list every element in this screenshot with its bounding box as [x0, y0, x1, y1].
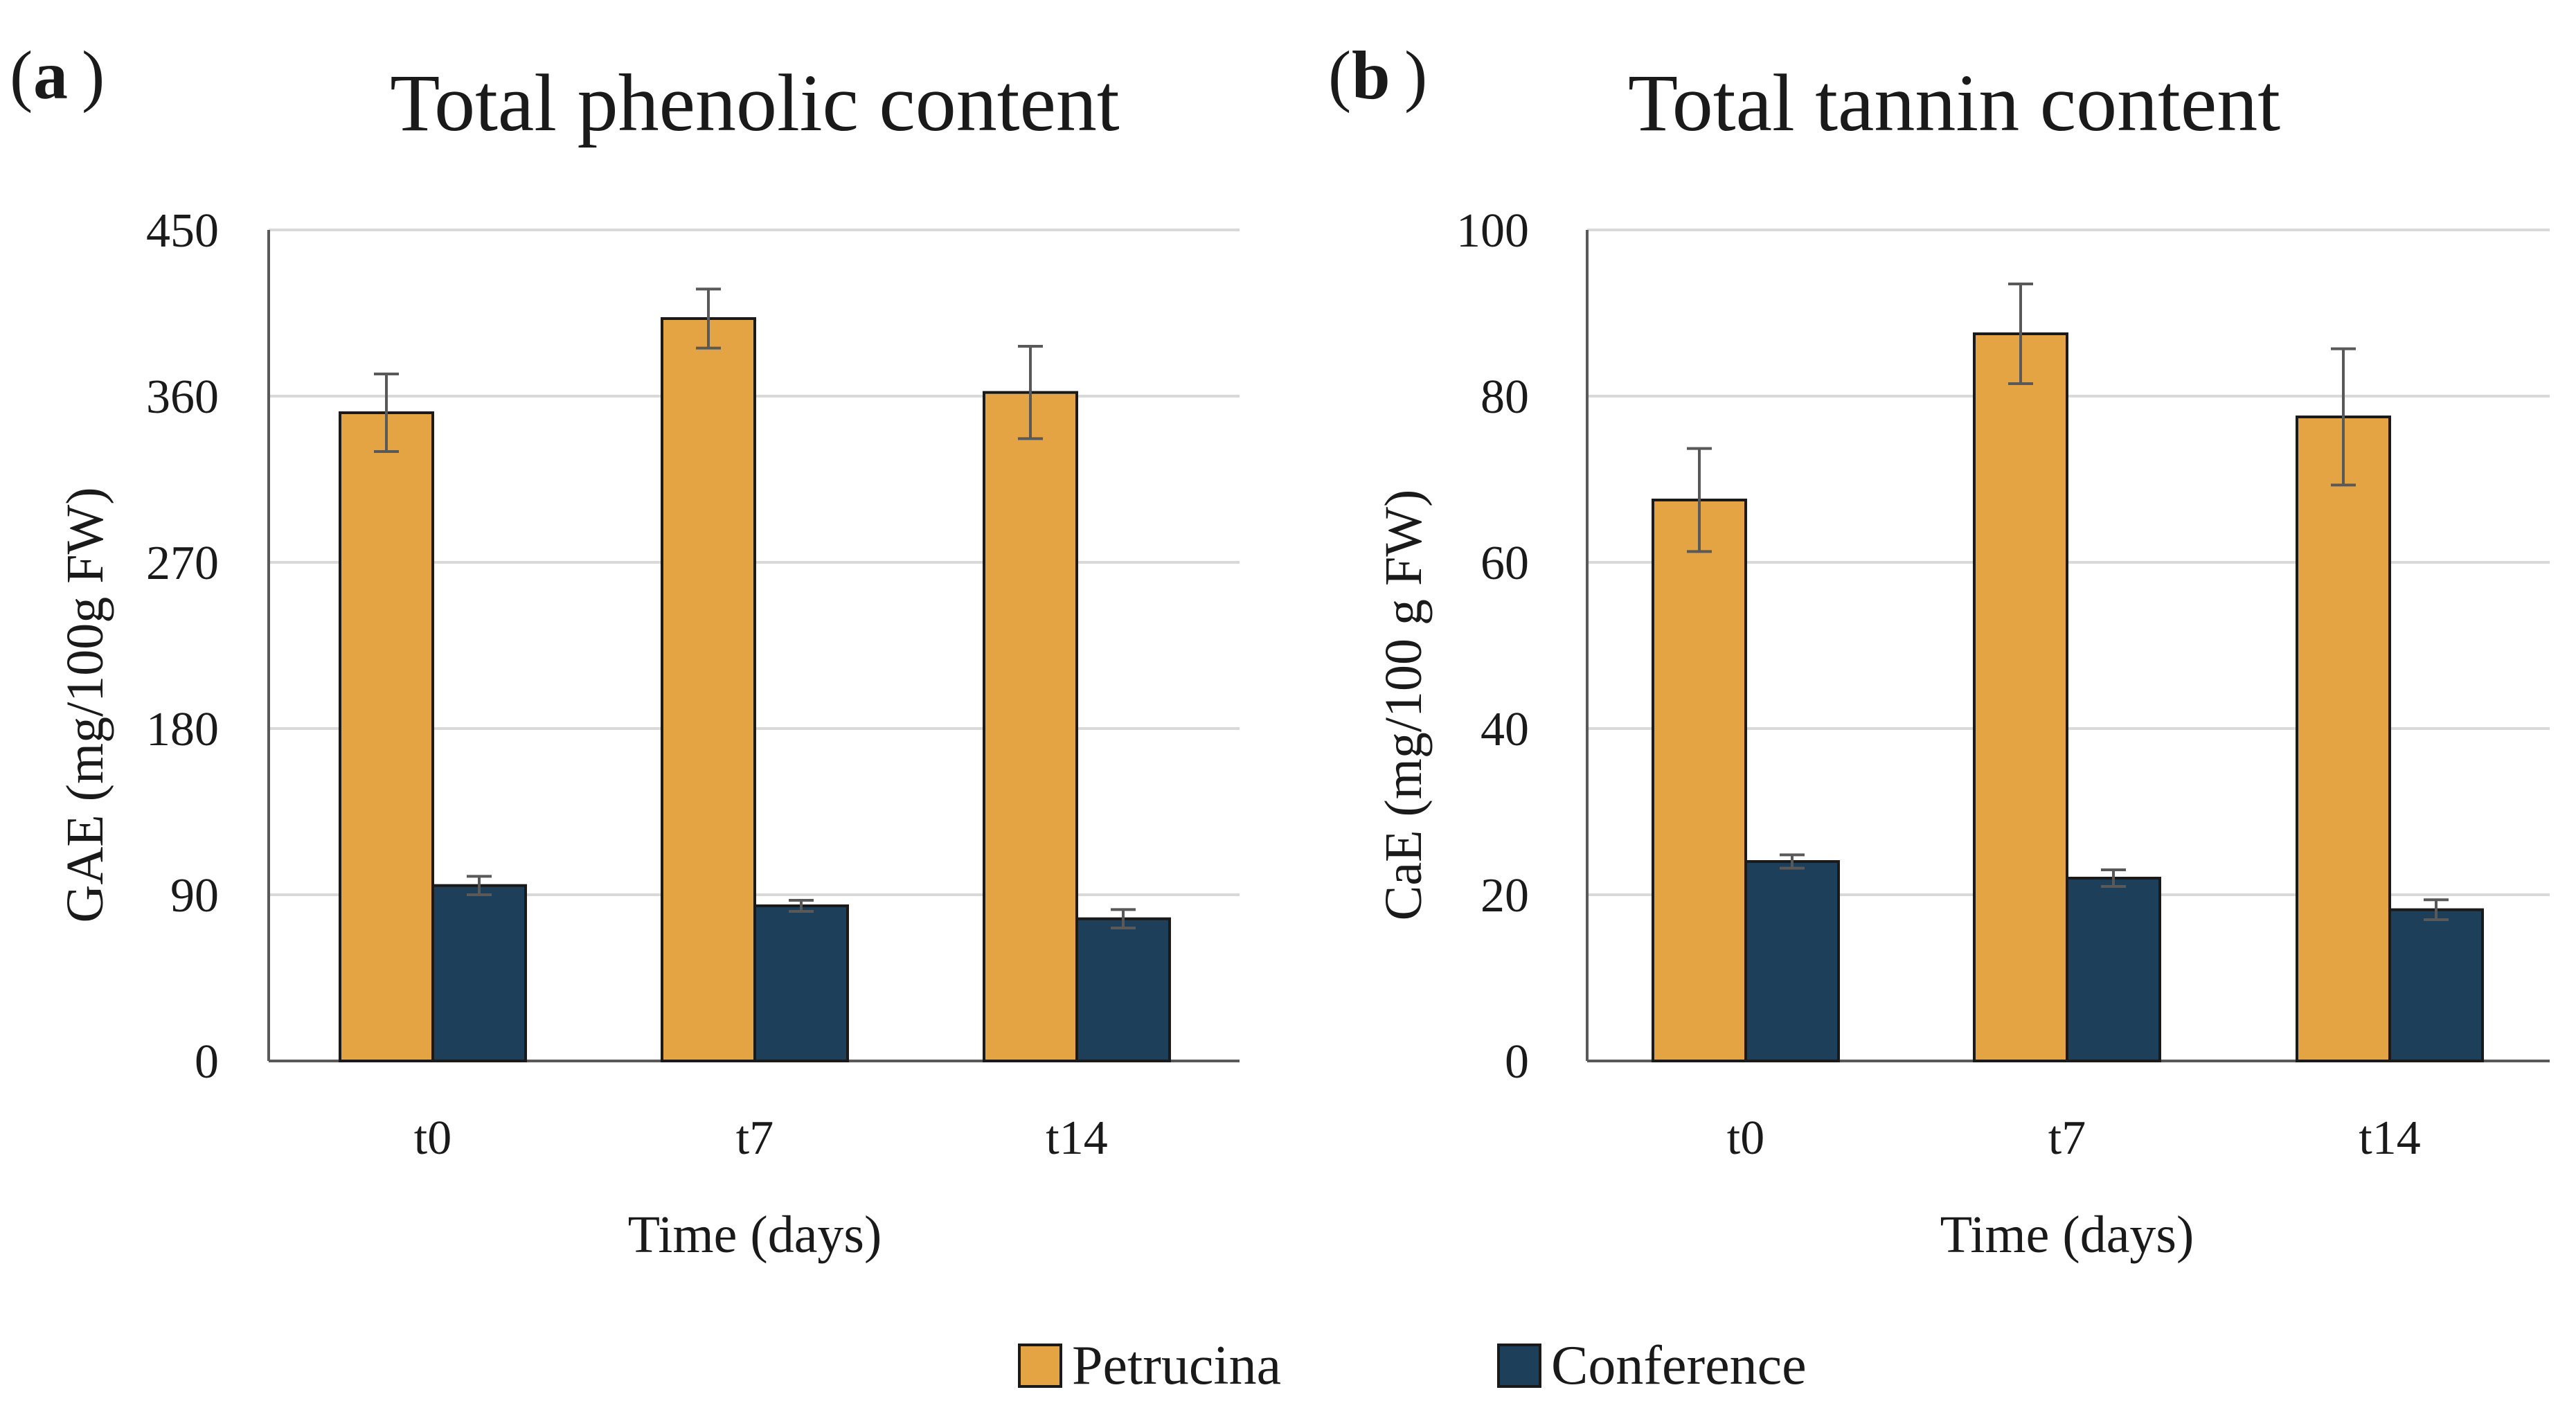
panel-label-a-close: ) [82, 37, 105, 114]
y-tick-label-phenolic-450: 450 [146, 204, 219, 258]
panel-phenolic: ( a ) Total phenolic content Time (days)… [10, 37, 1240, 1264]
error-bar-tannin-conference-t0 [1780, 853, 1805, 870]
chart-title-tannin: Total tannin content [1628, 57, 2280, 148]
x-tick-label-phenolic-t0: t0 [414, 1112, 451, 1165]
legend: Petrucina Conference [1018, 1335, 1807, 1396]
error-bar-tannin-petrucina-t7 [2008, 283, 2033, 385]
bar-tannin-conference-t7 [2066, 877, 2161, 1062]
error-bar-tannin-petrucina-t0 [1687, 447, 1712, 553]
y-tick-label-tannin-20: 20 [1481, 869, 1529, 922]
error-bar-phenolic-conference-t7 [789, 899, 814, 913]
panel-label-a-open: ( [10, 37, 33, 114]
bar-phenolic-petrucina-t7 [661, 317, 756, 1062]
error-bar-phenolic-conference-t0 [467, 875, 492, 896]
plot-area-tannin: 0 20 40 60 80 100 t0 t7 t14 [1456, 204, 2550, 1165]
x-tick-label-phenolic-t14: t14 [1046, 1112, 1107, 1165]
y-tick-label-tannin-100: 100 [1456, 204, 1529, 258]
x-tick-label-phenolic-t7: t7 [736, 1112, 773, 1165]
panel-label-b-close: ) [1404, 37, 1427, 114]
y-tick-label-phenolic-90: 90 [170, 869, 219, 922]
error-bar-phenolic-conference-t14 [1111, 908, 1136, 929]
y-tick-label-tannin-60: 60 [1481, 537, 1529, 590]
panel-label-a: a [33, 37, 68, 114]
x-tick-label-tannin-t14: t14 [2359, 1112, 2420, 1165]
error-bar-tannin-conference-t7 [2101, 868, 2126, 888]
y-axis-title-tannin: CaE (mg/100 g FW) [1375, 490, 1433, 921]
bar-tannin-petrucina-t7 [1973, 332, 2068, 1062]
bar-tannin-petrucina-t0 [1652, 499, 1747, 1062]
legend-swatch-petrucina [1018, 1344, 1062, 1388]
plot-area-phenolic: 0 90 180 270 360 450 t0 t7 t14 [146, 204, 1240, 1165]
y-tick-label-phenolic-360: 360 [146, 371, 219, 424]
y-tick-label-phenolic-180: 180 [146, 703, 219, 756]
error-bar-tannin-conference-t14 [2424, 898, 2449, 921]
y-tick-label-tannin-40: 40 [1481, 703, 1529, 756]
legend-swatch-conference [1497, 1344, 1541, 1388]
panel-tannin: ( b ) Total tannin content Time (days) C… [1328, 37, 2550, 1264]
bar-tannin-conference-t14 [2388, 908, 2484, 1062]
legend-label-conference: Conference [1551, 1335, 1807, 1396]
bar-tannin-conference-t0 [1744, 860, 1840, 1062]
panel-label-b-open: ( [1328, 37, 1351, 114]
y-tick-label-phenolic-270: 270 [146, 537, 219, 590]
bar-phenolic-conference-t14 [1075, 917, 1171, 1062]
bar-phenolic-conference-t7 [753, 904, 849, 1062]
error-bar-tannin-petrucina-t14 [2331, 347, 2356, 487]
bar-phenolic-conference-t0 [431, 884, 527, 1062]
chart-title-phenolic: Total phenolic content [390, 57, 1120, 148]
bar-tannin-petrucina-t14 [2296, 416, 2391, 1062]
y-tick-label-tannin-0: 0 [1505, 1035, 1529, 1089]
legend-label-petrucina: Petrucina [1072, 1335, 1281, 1396]
x-tick-label-tannin-t0: t0 [1727, 1112, 1764, 1165]
error-bar-phenolic-petrucina-t7 [696, 287, 721, 350]
x-axis-title-tannin: Time (days) [1940, 1206, 2194, 1264]
y-axis-title-phenolic: GAE (mg/100g FW) [56, 487, 114, 922]
y-tick-label-tannin-80: 80 [1481, 371, 1529, 424]
bar-phenolic-petrucina-t14 [983, 391, 1078, 1062]
bar-phenolic-petrucina-t0 [339, 411, 434, 1062]
y-tick-label-phenolic-0: 0 [195, 1035, 219, 1089]
x-axis-title-phenolic: Time (days) [628, 1206, 882, 1264]
error-bar-phenolic-petrucina-t14 [1018, 345, 1043, 440]
x-tick-label-tannin-t7: t7 [2048, 1112, 2086, 1165]
error-bar-phenolic-petrucina-t0 [374, 373, 399, 453]
panel-label-b: b [1352, 37, 1390, 114]
